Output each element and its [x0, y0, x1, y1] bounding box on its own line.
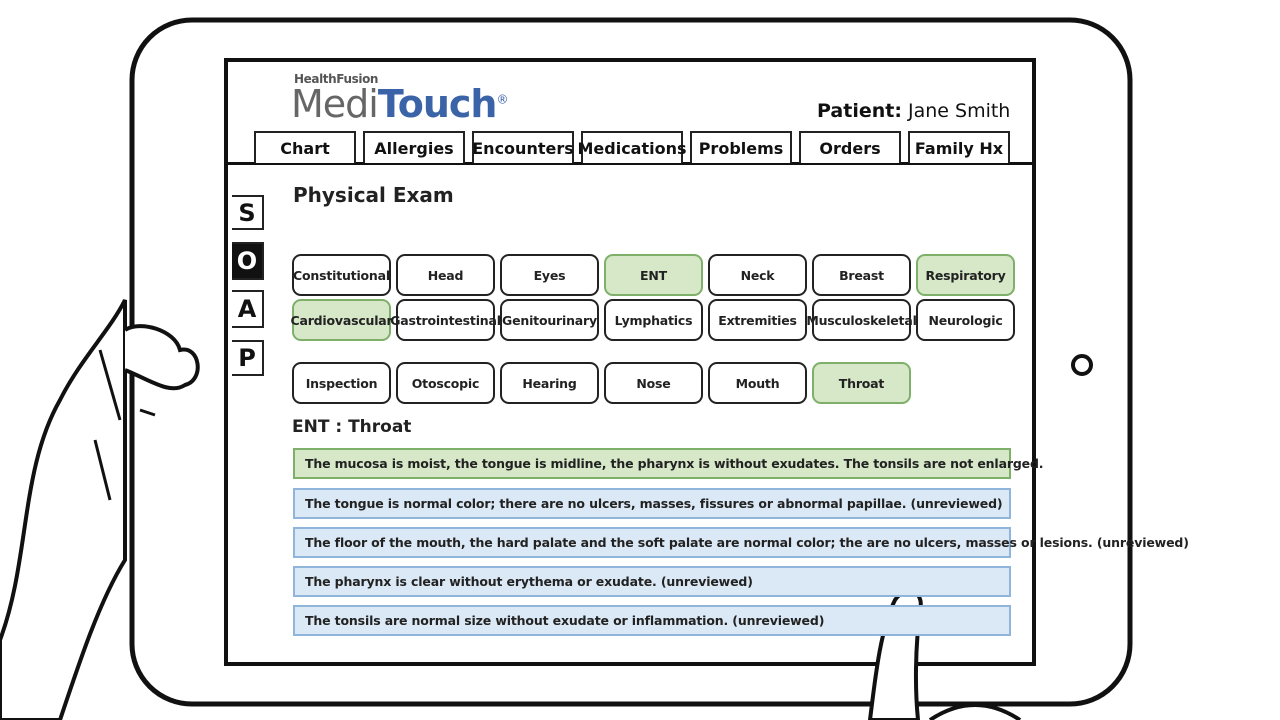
system-button[interactable]: Head [396, 254, 495, 296]
nav-tab[interactable]: Encounters [472, 131, 574, 163]
finding-row[interactable]: The floor of the mouth, the hard palate … [293, 527, 1189, 558]
system-button[interactable]: Cardiovascular [291, 299, 393, 341]
subsection-button[interactable]: Mouth [708, 362, 807, 404]
system-button[interactable]: Respiratory [916, 254, 1015, 296]
hand-lines [93, 349, 156, 501]
logo: MediTouch® [291, 82, 508, 126]
subsection-button[interactable]: Throat [812, 362, 911, 404]
system-button[interactable]: Neck [708, 254, 807, 296]
system-button[interactable]: ENT [604, 254, 703, 296]
nav-tab[interactable]: Problems [690, 131, 792, 163]
finding-row[interactable]: The mucosa is moist, the tongue is midli… [293, 448, 1044, 479]
detail-heading: ENT : Throat [292, 417, 412, 437]
subsection-button[interactable]: Hearing [500, 362, 599, 404]
soap-tab[interactable]: O [232, 242, 264, 280]
left-hand [0, 299, 127, 720]
left-thumb [123, 324, 200, 391]
brand: HealthFusion [294, 72, 379, 86]
nav-tab[interactable]: Chart [254, 131, 356, 163]
nav-tab[interactable]: Allergies [363, 131, 465, 163]
finding-row[interactable]: The tongue is normal color; there are no… [293, 488, 1011, 519]
soap-tab[interactable]: P [232, 340, 264, 376]
tab-rule [228, 162, 1032, 165]
subsection-button[interactable]: Inspection [292, 362, 391, 404]
system-button[interactable]: Neurologic [916, 299, 1015, 341]
finding-row[interactable]: The pharynx is clear without erythema or… [293, 566, 1011, 597]
patient-name: Jane Smith [907, 100, 1011, 122]
system-button[interactable]: Gastrointestinal [390, 299, 501, 341]
system-button[interactable]: Genitourinary [500, 299, 599, 341]
section-title: Physical Exam [293, 183, 454, 207]
system-button[interactable]: Musculoskeletal [806, 299, 917, 341]
system-button[interactable]: Breast [812, 254, 911, 296]
patient-label: Patient: [817, 100, 902, 122]
subsection-button[interactable]: Otoscopic [396, 362, 495, 404]
system-button[interactable]: Extremities [708, 299, 807, 341]
nav-tab[interactable]: Orders [799, 131, 901, 163]
system-button[interactable]: Lymphatics [604, 299, 703, 341]
logo-mark: ® [496, 92, 508, 107]
soap-tab[interactable]: A [232, 290, 264, 328]
finding-row[interactable]: The tonsils are normal size without exud… [293, 605, 1011, 636]
nav-tab[interactable]: Family Hx [908, 131, 1010, 163]
system-button[interactable]: Eyes [500, 254, 599, 296]
patient: Patient: Jane Smith [817, 100, 1010, 122]
nav-tab[interactable]: Medications [577, 131, 687, 163]
subsection-button[interactable]: Nose [604, 362, 703, 404]
home-button [1071, 354, 1093, 376]
right-hand [928, 703, 1022, 720]
soap-tab[interactable]: S [232, 195, 264, 230]
system-button[interactable]: Constitutional [292, 254, 391, 296]
logo-part: Touch [377, 82, 498, 126]
logo-part: Medi [291, 82, 379, 126]
